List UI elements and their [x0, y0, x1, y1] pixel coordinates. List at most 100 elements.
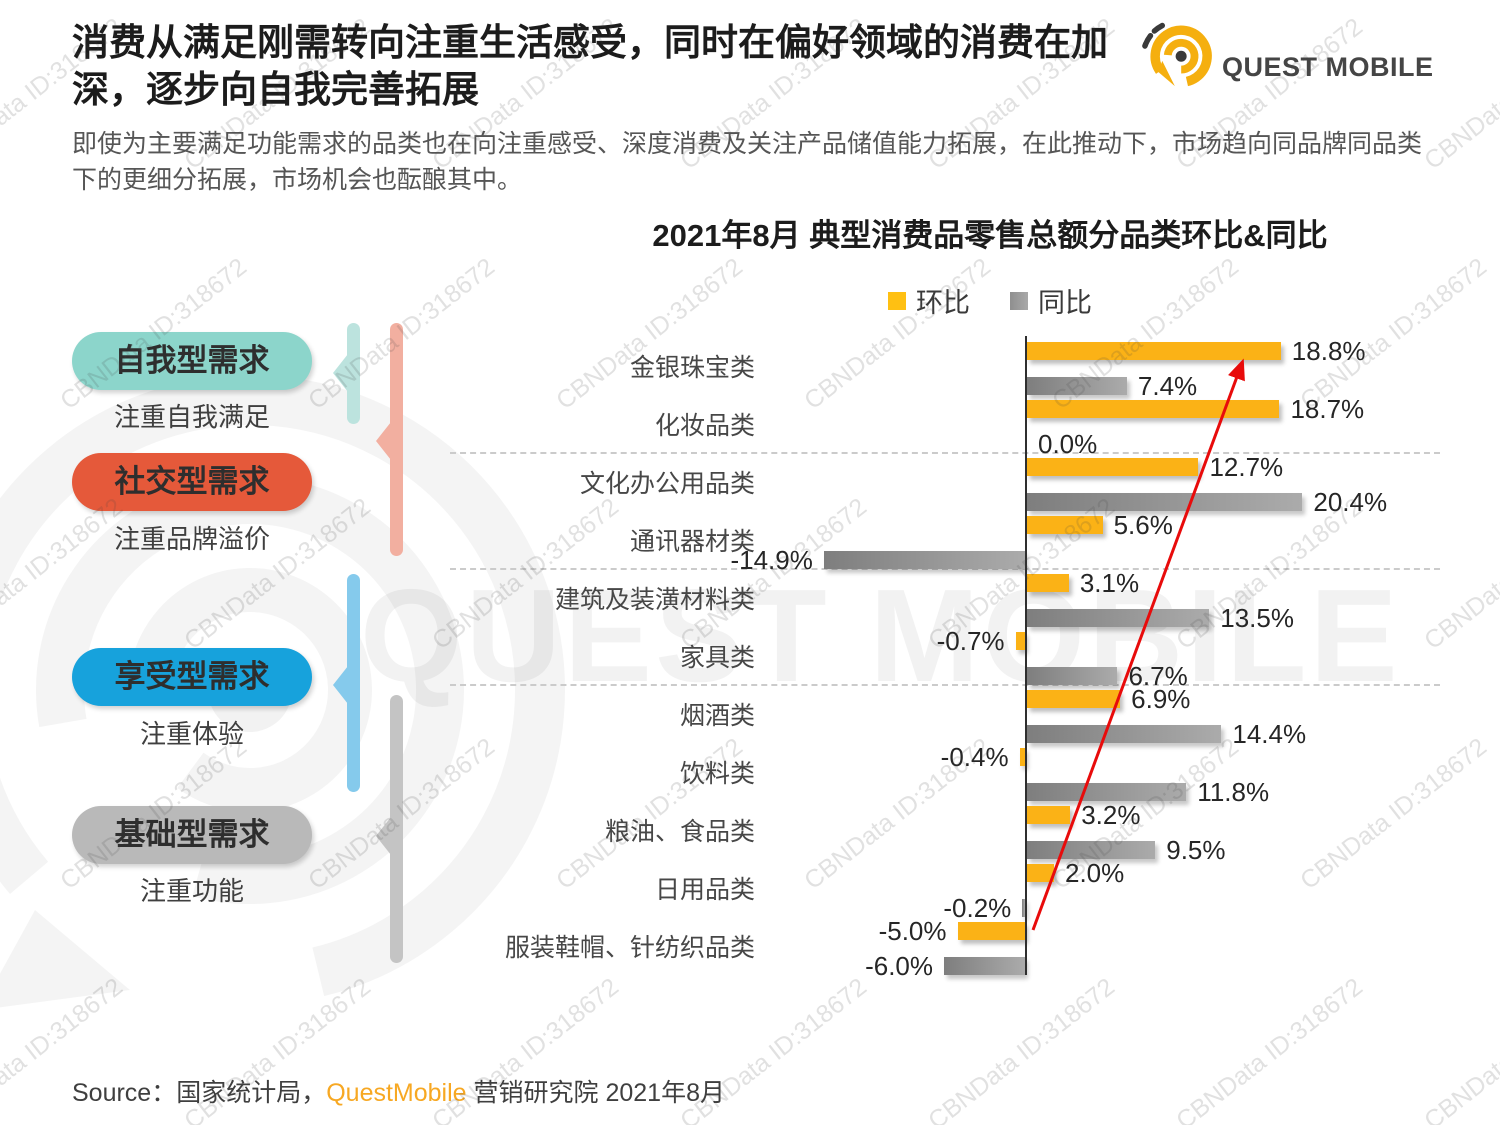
- pill-self-demand-sublabel: 注重自我满足: [113, 402, 270, 432]
- mom-bar: [1027, 342, 1281, 360]
- category-label: 化妆品类: [654, 412, 755, 440]
- pill-basic-demand: 基础型需求: [72, 806, 312, 864]
- yoy-bar: [944, 956, 1025, 975]
- pill-social-demand: 社交型需求: [72, 453, 312, 511]
- value-label: 11.8%: [1197, 776, 1270, 807]
- bracket-arrow-basic-demand: [376, 817, 391, 855]
- watermark-tile: CBNData ID:318672: [427, 492, 624, 656]
- value-label: -5.0%: [878, 916, 947, 946]
- bracket-basic-demand: [390, 695, 403, 963]
- watermark-tile: CBNData ID:318672: [1419, 493, 1500, 656]
- watermark-tile: CBNData ID:318672: [923, 972, 1120, 1125]
- value-label: -0.4%: [940, 742, 1009, 772]
- mom-bar: [1027, 806, 1071, 824]
- page-title: 消费从满足刚需转向注重生活感受，同时在偏好领域的消费在加深，逐步向自我完善拓展: [72, 22, 1108, 110]
- watermark-tile: CBNData ID:318672: [1419, 973, 1500, 1125]
- category-label: 粮油、食品类: [604, 818, 755, 846]
- category-label: 通讯器材类: [629, 528, 755, 556]
- value-label: 20.4%: [1313, 486, 1388, 517]
- yoy-bar: [1027, 666, 1118, 685]
- pill-enjoyment-demand: 享受型需求: [72, 648, 312, 706]
- mom-bar: [1027, 690, 1121, 708]
- bracket-arrow-social-demand: [376, 422, 391, 460]
- yoy-bar: [1027, 376, 1127, 395]
- watermark-tile: CBNData ID:318672: [1295, 732, 1492, 896]
- chart-title: 2021年8月 典型消费品零售总额分品类环比&同比: [652, 218, 1328, 253]
- value-label: -0.2%: [943, 892, 1012, 923]
- value-label: 14.4%: [1232, 718, 1307, 749]
- category-label: 金银珠宝类: [629, 354, 755, 382]
- value-label: 12.7%: [1209, 452, 1284, 482]
- source-prefix: Source：国家统计局，: [72, 1079, 327, 1107]
- mom-bar: [1015, 632, 1025, 650]
- source-suffix: 营销研究院 2021年8月: [466, 1079, 725, 1107]
- yoy-bar: [1027, 782, 1187, 801]
- pill-basic-demand-sublabel: 注重功能: [139, 876, 244, 906]
- group-separator-line: [450, 684, 1440, 686]
- yoy-bar: [1027, 724, 1222, 743]
- legend-item-mom: 环比: [888, 281, 970, 320]
- pill-self-demand: 自我型需求: [72, 332, 312, 390]
- yoy-bar: [1027, 492, 1303, 511]
- category-label: 饮料类: [679, 760, 755, 788]
- category-label: 烟酒类: [679, 702, 755, 730]
- yoy-bar: [1022, 898, 1025, 917]
- value-label: 0.0%: [1038, 428, 1098, 459]
- value-label: 2.0%: [1065, 858, 1125, 888]
- zero-axis-line: [1025, 336, 1027, 975]
- category-label: 服装鞋帽、针纺织品类: [504, 934, 755, 962]
- value-label: 6.9%: [1131, 684, 1191, 714]
- category-label: 建筑及装潢材料类: [554, 586, 755, 614]
- value-label: 3.1%: [1079, 568, 1140, 598]
- legend-swatch-yoy: [1010, 291, 1028, 310]
- mom-bar: [1019, 748, 1025, 766]
- value-label: -0.7%: [936, 626, 1005, 656]
- watermark-tile: CBNData ID:318672: [551, 252, 748, 416]
- bracket-arrow-enjoyment-demand: [333, 666, 348, 704]
- legend-label-yoy: 同比: [1038, 288, 1092, 318]
- value-label: 9.5%: [1166, 834, 1226, 865]
- pill-enjoyment-demand-sublabel: 注重体验: [139, 719, 244, 749]
- value-label: 18.7%: [1290, 394, 1365, 424]
- bracket-arrow-self-demand: [333, 354, 348, 392]
- questmobile-logo-text: QUEST MOBILE: [1222, 52, 1434, 82]
- value-label: 13.5%: [1220, 602, 1294, 633]
- yoy-bar: [823, 550, 1025, 569]
- category-label: 文化办公用品类: [579, 470, 755, 498]
- group-separator-line: [450, 452, 1440, 454]
- watermark-tile: CBNData ID:318672: [1171, 972, 1368, 1125]
- yoy-bar: [1027, 608, 1210, 627]
- mom-bar: [1027, 458, 1199, 476]
- watermark-tile: CBNData ID:318672: [1295, 252, 1492, 416]
- yoy-bar: [1027, 840, 1156, 859]
- mom-bar: [1027, 400, 1280, 418]
- intro-text: 即使为主要满足功能需求的品类也在向注重感受、深度消费及关注产品储值能力拓展，在此…: [72, 130, 1423, 195]
- mom-bar: [1027, 574, 1069, 592]
- bracket-self-demand: [347, 323, 360, 424]
- chart-legend: 环比 同比: [460, 281, 1500, 320]
- legend-item-yoy: 同比: [1010, 281, 1092, 320]
- watermark-tile: CBNData ID:318672: [0, 492, 128, 656]
- category-label: 日用品类: [654, 876, 755, 904]
- category-label: 家具类: [679, 644, 755, 672]
- value-label: -14.9%: [730, 544, 813, 575]
- value-label: 7.4%: [1137, 370, 1198, 401]
- group-separator-line: [450, 568, 1440, 570]
- watermark-brand-text: QUEST MOBILE: [360, 562, 1401, 709]
- mom-bar: [957, 922, 1025, 940]
- mom-bar: [1027, 864, 1054, 882]
- legend-swatch-mom: [888, 291, 906, 310]
- legend-label-mom: 环比: [916, 288, 970, 318]
- value-label: 5.6%: [1113, 510, 1173, 540]
- mom-bar: [1027, 516, 1103, 534]
- value-label: 3.2%: [1081, 800, 1141, 830]
- bracket-social-demand: [390, 323, 403, 556]
- watermark-tile: CBNData ID:318672: [799, 252, 996, 416]
- pill-social-demand-sublabel: 注重品牌溢价: [113, 524, 270, 554]
- source-brand: QuestMobile: [326, 1079, 467, 1107]
- bracket-enjoyment-demand: [347, 574, 360, 792]
- questmobile-logo-icon: [1142, 22, 1212, 87]
- value-label: 18.8%: [1291, 336, 1366, 366]
- value-label: -6.0%: [865, 950, 933, 981]
